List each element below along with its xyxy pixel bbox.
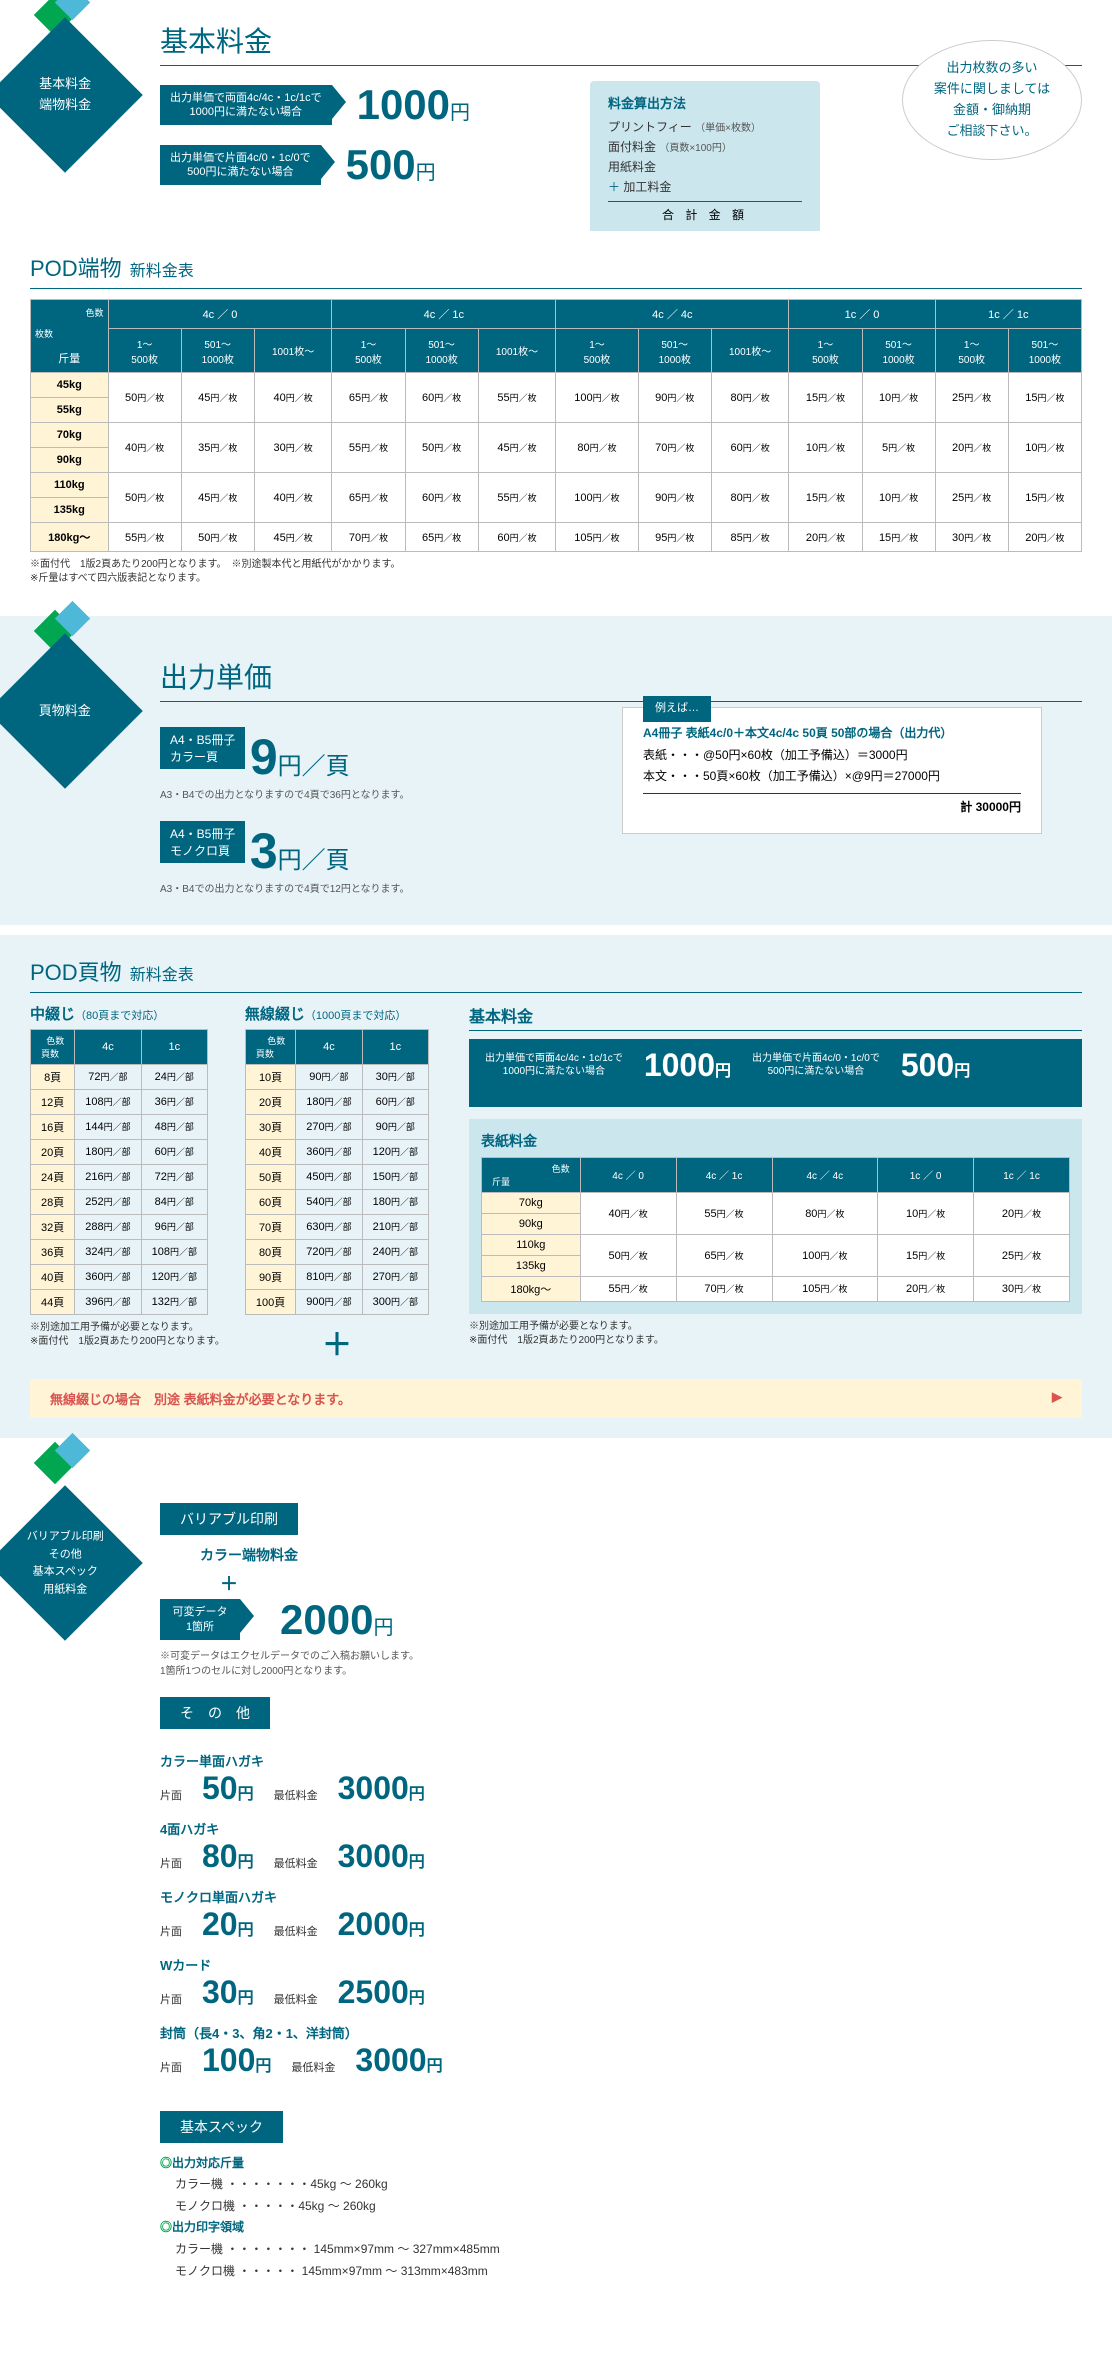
cb-label-2: 出力単価で片面4c/0・1c/0で 500円に満たない場合 bbox=[746, 1048, 886, 1082]
section-unit-price: 頁物料金 出力単価 A4・B5冊子 カラー頁 9円／頁A3・B4での出力となりま… bbox=[0, 616, 1112, 925]
calc-total: 合 計 金 額 bbox=[608, 201, 802, 223]
accent-diamonds-3 bbox=[40, 1438, 90, 1488]
section-pod-hamono: POD端物新料金表 色数枚数斤量4c ／ 04c ／ 1c4c ／ 4c1c ／… bbox=[0, 231, 1112, 606]
cover-basic-title: 基本料金 bbox=[469, 1003, 1082, 1031]
musen-table: 色数頁数4c1c10頁90円／部30円／部20頁180円／部60円／部30頁27… bbox=[245, 1029, 429, 1315]
spec-l3: カラー機 ・・・・・・・ 145mm×97mm ～ 327mm×485mm bbox=[175, 2239, 1082, 2261]
musen-col: 無線綴じ（1000頁まで対応） 色数頁数4c1c10頁90円／部30円／部20頁… bbox=[245, 1003, 429, 1364]
pod1-notes: ※面付代 1版2頁あたり200円となります。 ※別途製本代と用紙代がかかります。… bbox=[30, 558, 1082, 586]
var-sub: カラー端物料金 bbox=[200, 1545, 1082, 1565]
plus-icon: ＋ bbox=[245, 1320, 429, 1364]
pod1-table: 色数枚数斤量4c ／ 04c ／ 1c4c ／ 4c1c ／ 01c ／ 1c1… bbox=[30, 299, 1082, 552]
naka-col: 中綴じ（80頁まで対応） 色数頁数4c1c8頁72円／部24円／部12頁108円… bbox=[30, 1003, 225, 1364]
section-basic-price: 基本料金 端物料金 基本料金 出力単価で両面4c/4c・1c/1cで 1000円… bbox=[0, 0, 1112, 221]
naka-table: 色数頁数4c1c8頁72円／部24円／部12頁108円／部36円／部16頁144… bbox=[30, 1029, 208, 1315]
speech-bubble: 出力枚数の多い 案件に関しましては 金額・御納期 ご相談下さい。 bbox=[902, 40, 1082, 160]
example-title: A4冊子 表紙4c/0＋本文4c/4c 50頁 50部の場合（出力代） bbox=[643, 723, 1021, 745]
other-band: そ の 他 bbox=[160, 1697, 270, 1729]
other-item: カラー単面ハガキ片面50円最低料金3000円 bbox=[160, 1751, 1082, 1807]
spec-band: 基本スペック bbox=[160, 2111, 283, 2143]
badge-variable: バリアブル印刷 その他 基本スペック 用紙料金 bbox=[0, 1485, 143, 1641]
naka-notes: ※別途加工用予備が必要となります。 ※面付代 1版2頁あたり200円となります。 bbox=[30, 1321, 225, 1349]
pod1-title: POD端物新料金表 bbox=[30, 251, 1082, 289]
title-unit: 出力単価 bbox=[160, 656, 1082, 702]
cover-section: 基本料金 出力単価で両面4c/4c・1c/1cで 1000円に満たない場合 10… bbox=[469, 1003, 1082, 1364]
section-pod-page: POD頁物新料金表 中綴じ（80頁まで対応） 色数頁数4c1c8頁72円／部24… bbox=[0, 935, 1112, 1438]
cover-notes: ※別途加工用予備が必要となります。 ※面付代 1版2頁あたり200円となります。 bbox=[469, 1320, 1082, 1348]
var-data-label: 可変データ 1箇所 bbox=[160, 1599, 240, 1640]
other-item: Wカード片面30円最低料金2500円 bbox=[160, 1955, 1082, 2011]
cover-table: 色数斤量4c ／ 04c ／ 1c4c ／ 4c1c ／ 01c ／ 1c70k… bbox=[481, 1157, 1070, 1302]
warning-bar: 無線綴じの場合 別途 表紙料金が必要となります。 bbox=[30, 1379, 1082, 1418]
section-variable: バリアブル印刷 その他 基本スペック 用紙料金 バリアブル印刷 カラー端物料金 … bbox=[0, 1448, 1112, 2303]
pod2-title: POD頁物新料金表 bbox=[30, 955, 1082, 993]
var-plus-icon: ＋ bbox=[220, 1570, 1082, 1596]
example-tag: 例えば… bbox=[643, 696, 711, 722]
price-label: 出力単価で両面4c/4c・1c/1cで 1000円に満たない場合 bbox=[160, 85, 332, 126]
var-band: バリアブル印刷 bbox=[160, 1503, 298, 1535]
badge-basic: 基本料金 端物料金 bbox=[0, 17, 143, 173]
example-box: 例えば… A4冊子 表紙4c/0＋本文4c/4c 50頁 50部の場合（出力代）… bbox=[622, 707, 1042, 834]
cover-title: 表紙料金 bbox=[481, 1131, 1070, 1151]
cb-label-1: 出力単価で両面4c/4c・1c/1cで 1000円に満たない場合 bbox=[479, 1048, 629, 1082]
price-value: 1000円 bbox=[357, 81, 470, 129]
other-item: モノクロ単面ハガキ片面20円最低料金2000円 bbox=[160, 1887, 1082, 1943]
spec-l1: カラー機 ・・・・・・・45kg ～ 260kg bbox=[175, 2174, 1082, 2196]
spec-l2: モノクロ機 ・・・・・45kg ～ 260kg bbox=[175, 2196, 1082, 2218]
price-value: 500円 bbox=[346, 141, 436, 189]
other-item: 4面ハガキ片面80円最低料金3000円 bbox=[160, 1819, 1082, 1875]
calc-title: 料金算出方法 bbox=[608, 93, 802, 112]
spec-section: ◎◎出力対応斤量出力対応斤量 カラー機 ・・・・・・・45kg ～ 260kg … bbox=[160, 2153, 1082, 2283]
calc-method-box: 料金算出方法 プリントフィー （単価×枚数）面付料金 （頁数×100円）用紙料金… bbox=[590, 81, 820, 235]
var-note: ※可変データはエクセルデータでのご入稿お願いします。 1箇所1つのセルに対し20… bbox=[160, 1647, 1082, 1677]
other-item: 封筒（長4・3、角2・1、洋封筒）片面100円最低料金3000円 bbox=[160, 2023, 1082, 2079]
price-label: 出力単価で片面4c/0・1c/0で 500円に満たない場合 bbox=[160, 145, 321, 186]
badge-page: 頁物料金 bbox=[0, 633, 143, 789]
example-total: 計 30000円 bbox=[643, 793, 1021, 819]
spec-l4: モノクロ機 ・・・・・ 145mm×97mm ～ 313mm×483mm bbox=[175, 2261, 1082, 2283]
